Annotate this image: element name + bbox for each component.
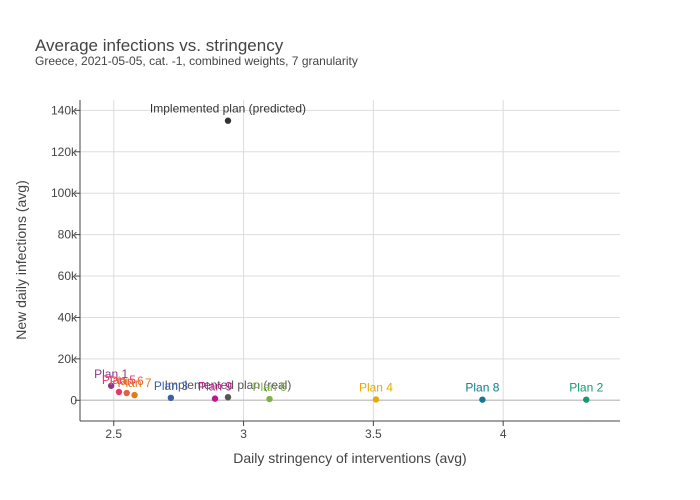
data-point <box>107 382 115 389</box>
data-point <box>479 396 486 403</box>
x-tick-label: 3 <box>240 427 247 441</box>
data-point-label: Plan 4 <box>359 380 393 394</box>
data-point-label: Plan 7 <box>118 376 152 390</box>
data-points <box>107 117 590 403</box>
y-tick-label: 100k <box>51 186 78 200</box>
x-tick-label: 3.5 <box>365 427 382 441</box>
data-point-label: Plan 6 <box>110 374 144 388</box>
data-point <box>211 395 219 402</box>
data-point <box>583 396 590 403</box>
data-point-label: Plan 1 <box>94 367 128 381</box>
y-tick-label: 20k <box>58 352 78 366</box>
x-tick-label: 4 <box>500 427 507 441</box>
data-point <box>224 117 232 124</box>
y-axis-title: New daily infections (avg) <box>13 180 29 340</box>
data-point <box>131 391 138 399</box>
data-point <box>167 394 175 402</box>
data-point-label: Implemented plan (predicted) <box>150 102 306 116</box>
x-axis-title: Daily stringency of interventions (avg) <box>233 450 466 466</box>
data-point-label: Plan 2 <box>569 381 603 395</box>
data-point-label: Plan 9 <box>198 380 232 394</box>
x-tick-label: 2.5 <box>105 427 122 441</box>
chart-title: Average infections vs. stringency <box>35 36 284 55</box>
y-tick-label: 120k <box>51 145 78 159</box>
y-tick-label: 140k <box>51 103 78 117</box>
data-point-label: Plan 8 <box>465 381 499 395</box>
y-tick-label: 0 <box>70 393 77 407</box>
y-tick-label: 60k <box>58 269 78 283</box>
data-point-label: Plan 5 <box>102 373 136 387</box>
data-point <box>224 393 232 401</box>
chart-subtitle: Greece, 2021-05-05, cat. -1, combined we… <box>35 54 358 68</box>
data-point-label: Plan 3 <box>154 379 188 393</box>
grid-lines <box>80 100 620 421</box>
data-point-label: Plan 6 <box>253 380 287 394</box>
data-point <box>372 396 380 403</box>
data-point-label: Implemented plan (real) <box>165 378 292 392</box>
data-point <box>115 388 123 396</box>
y-tick-label: 80k <box>58 228 78 242</box>
data-point <box>266 395 273 403</box>
y-tick-label: 40k <box>58 310 78 324</box>
data-point <box>123 389 130 397</box>
axes: 2.5 3 3.5 4 0 20k 40k 60k 80k 100k 120k 140k <box>51 100 620 441</box>
data-labels: Implemented plan (predicted) Implemented … <box>94 102 603 395</box>
